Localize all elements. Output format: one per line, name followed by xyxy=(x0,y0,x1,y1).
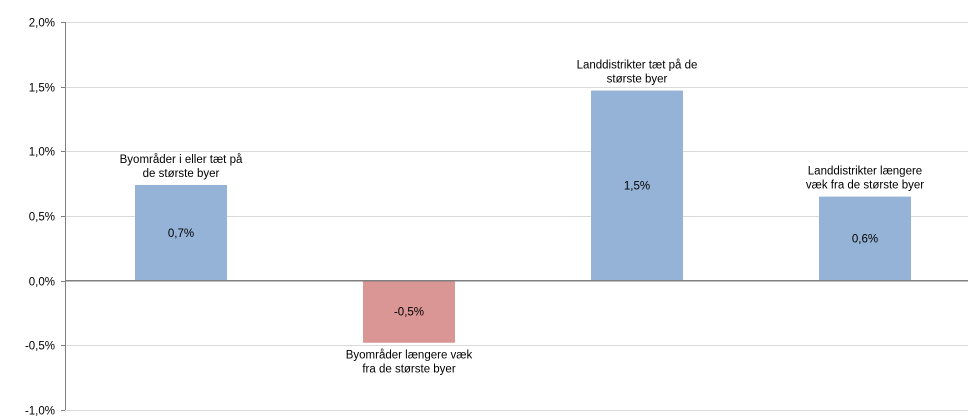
bar-value-label: 1,5% xyxy=(624,181,650,193)
bars xyxy=(135,90,911,343)
bar-category-label: fra de største byer xyxy=(362,364,455,376)
bar-value-label: 0,7% xyxy=(168,228,194,240)
y-tick-label: 0,5% xyxy=(29,212,55,224)
bar-category-label: Byområder i eller tæt på xyxy=(120,154,243,166)
bar xyxy=(363,280,455,343)
bar-category-label: største byer xyxy=(607,74,668,86)
y-tick-label: 1,5% xyxy=(29,83,55,95)
bar-value-labels: 0,7% -0,5% 1,5% 0,6% xyxy=(168,181,878,319)
y-tick-label: 2,0% xyxy=(29,18,55,30)
bar-category-label: Byområder længere væk xyxy=(346,350,473,362)
y-axis-tick-labels: -1,0% -0,5% 0,0% 0,5% 1,0% 1,5% 2,0% xyxy=(25,18,55,416)
bar-value-label: -0,5% xyxy=(394,307,424,319)
y-tick-label: 1,0% xyxy=(29,147,55,159)
bar-category-labels: Byområder i eller tæt på de største byer B… xyxy=(120,60,925,376)
bar xyxy=(135,184,227,281)
bar xyxy=(591,90,683,281)
bar-category-label: Landdistrikter tæt på de xyxy=(577,60,698,72)
bar xyxy=(819,196,911,281)
y-tick-label: -1,0% xyxy=(25,406,55,416)
y-tick-label: 0,0% xyxy=(29,277,55,289)
bar-value-label: 0,6% xyxy=(852,234,878,246)
y-tick-label: -0,5% xyxy=(25,341,55,353)
bar-category-label: Landdistrikter længere xyxy=(808,166,922,178)
bar-category-label: væk fra de største byer xyxy=(806,180,924,192)
bar-category-label: de største byer xyxy=(143,168,220,180)
